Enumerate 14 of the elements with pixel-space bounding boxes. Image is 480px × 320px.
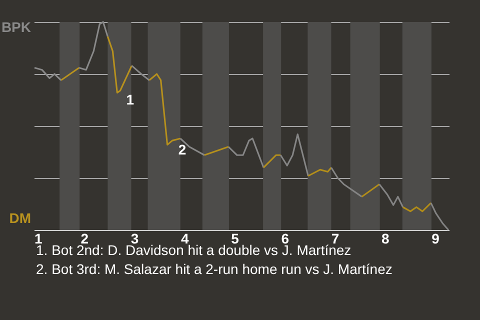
text: BPK: [1, 19, 31, 35]
x-tick-label: 8: [381, 230, 390, 246]
x-tick-label: 2: [80, 230, 89, 246]
x-tick-label: 6: [281, 230, 290, 246]
x-tick-label: 3: [130, 230, 139, 246]
x-tick-label: 9: [432, 230, 440, 246]
text: DM: [9, 210, 31, 226]
text: 2. Bot 3rd: M. Salazar hit a 2-run home run vs J. Martínez: [36, 261, 392, 277]
x-tick-label: 4: [180, 230, 189, 246]
x-tick-label: 5: [231, 230, 240, 246]
annotation: 1: [126, 92, 134, 108]
annotation: 2: [178, 142, 186, 158]
x-tick-label: 1: [34, 230, 42, 246]
x-tick-label: 7: [331, 230, 340, 246]
